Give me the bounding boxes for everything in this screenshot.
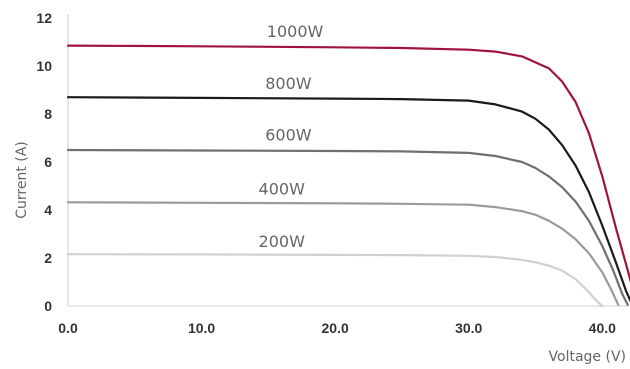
x-tick-label: 30.0 — [455, 320, 482, 336]
series-line-200w — [66, 253, 604, 308]
series-label-1000w: 1000W — [267, 22, 324, 41]
y-tick-labels: 0 2 4 6 8 10 12 — [36, 10, 52, 314]
x-tick-labels: 0.0 10.0 20.0 30.0 40.0 — [58, 320, 616, 336]
series-label-600w: 600W — [265, 125, 312, 144]
y-axis-title: Current (A) — [14, 141, 30, 219]
series-curves — [66, 44, 630, 308]
series-line-800w — [66, 96, 630, 303]
series-line-1000w — [66, 44, 630, 284]
x-axis-title: Voltage (V) — [549, 349, 626, 365]
series-labels: 1000W 800W 600W 400W 200W — [259, 22, 324, 251]
y-tick-label: 10 — [36, 58, 52, 74]
y-tick-label: 6 — [44, 154, 52, 170]
x-tick-label: 20.0 — [322, 320, 349, 336]
y-tick-label: 12 — [36, 10, 52, 26]
x-tick-label: 0.0 — [58, 320, 78, 336]
x-tick-label: 40.0 — [589, 320, 616, 336]
y-tick-label: 4 — [44, 202, 52, 218]
y-tick-label: 2 — [44, 250, 52, 266]
series-label-200w: 200W — [259, 232, 306, 251]
x-tick-label: 10.0 — [188, 320, 215, 336]
y-tick-label: 8 — [44, 106, 52, 122]
series-line-600w — [66, 148, 629, 306]
series-label-400w: 400W — [259, 179, 306, 198]
series-label-800w: 800W — [265, 74, 312, 93]
series-line-400w — [66, 201, 620, 306]
y-tick-label: 0 — [44, 298, 52, 314]
chart-axes — [67, 14, 629, 307]
